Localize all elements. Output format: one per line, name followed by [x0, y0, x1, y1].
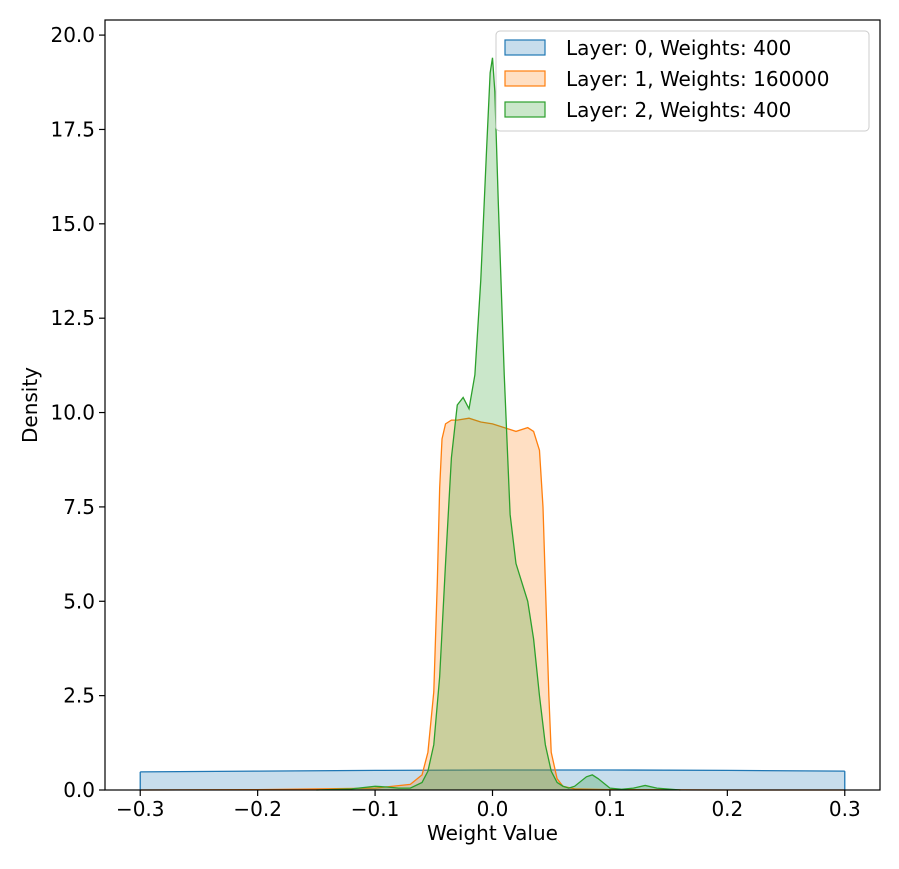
series-2-line [316, 57, 681, 791]
legend-label-1: Layer: 1, Weights: 160000 [566, 67, 830, 91]
y-tick-label: 20.0 [50, 23, 95, 47]
series-2-area [316, 57, 681, 790]
x-tick-label: 0.2 [711, 797, 743, 821]
series-0-line [140, 769, 845, 773]
y-tick-label: 5.0 [63, 589, 95, 613]
x-axis-label: Weight Value [427, 821, 558, 845]
legend-swatch-bg [505, 102, 545, 117]
legend-swatch-bg [505, 71, 545, 86]
x-tick-label: −0.2 [233, 797, 282, 821]
legend-box [495, 30, 870, 132]
y-tick-label: 10.0 [50, 401, 95, 425]
y-tick-label: 2.5 [63, 684, 95, 708]
legend-swatch-2 [504, 101, 546, 118]
x-tick-label: −0.3 [116, 797, 165, 821]
x-tick-label: −0.1 [351, 797, 400, 821]
x-tick-label: 0.0 [477, 797, 509, 821]
series-1-area [140, 418, 845, 790]
y-tick-label: 17.5 [50, 117, 95, 141]
legend-label-2: Layer: 2, Weights: 400 [566, 98, 791, 122]
x-axis: −0.3 −0.2 −0.1 0.0 0.1 0.2 0.3 [116, 790, 861, 821]
legend-swatch-0 [504, 39, 546, 56]
y-tick-label: 12.5 [50, 306, 95, 330]
x-tick-label: 0.3 [829, 797, 861, 821]
y-tick-label: 15.0 [50, 212, 95, 236]
y-axis-label: Density [18, 367, 42, 443]
legend-swatch-bg [505, 40, 545, 55]
y-tick-label: 0.0 [63, 778, 95, 802]
legend: Layer: 0, Weights: 400 Layer: 1, Weights:… [495, 30, 870, 132]
y-tick-label: 7.5 [63, 495, 95, 519]
series-layer [139, 57, 846, 791]
series-0-area [140, 770, 845, 790]
y-axis: 0.0 2.5 5.0 7.5 10.0 12.5 15.0 17.5 20.0 [50, 23, 105, 802]
legend-swatch-1 [504, 70, 546, 87]
x-tick-label: 0.1 [594, 797, 626, 821]
series-1-line [140, 417, 845, 791]
legend-label-0: Layer: 0, Weights: 400 [566, 36, 791, 60]
